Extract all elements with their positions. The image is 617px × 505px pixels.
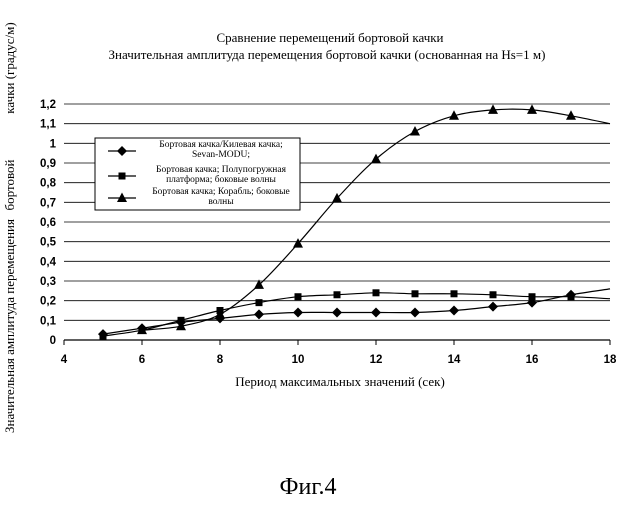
x-tick-label: 18: [604, 354, 617, 366]
series-2-point: [529, 293, 536, 300]
chart-title: Сравнение перемещений бортовой качки: [216, 30, 443, 45]
y-axis-label-part-second: качки (градус/м): [2, 22, 17, 113]
y-tick-label: 1,2: [40, 99, 56, 111]
series-1-point: [332, 307, 342, 317]
series-1-point: [293, 307, 303, 317]
series-2-point: [373, 289, 380, 296]
y-axis-label-part-lower: Значительная амплитуда перемещения: [2, 219, 17, 433]
y-tick-label: 0,1: [40, 315, 57, 327]
series-3-point: [410, 126, 420, 136]
legend-label-line: Бортовая качка; Корабль; боковые: [152, 186, 290, 197]
figure-caption: Фиг.4: [280, 474, 337, 500]
y-tick-label: 1,1: [40, 119, 57, 131]
series-2-point: [568, 293, 575, 300]
x-tick-label: 14: [448, 354, 461, 366]
series-2-point: [334, 291, 341, 298]
series-2-point: [490, 291, 497, 298]
series-2-point: [451, 290, 458, 297]
y-tick-label: 1: [50, 138, 57, 150]
y-tick-label: 0,4: [40, 256, 57, 268]
series-2: [100, 289, 611, 339]
series-1-point: [449, 306, 459, 316]
series-1-point: [371, 307, 381, 317]
y-tick-label: 0,6: [40, 217, 56, 229]
x-tick-label: 4: [61, 354, 68, 366]
legend-label-line: Sevan-MODU;: [192, 150, 250, 160]
y-tick-label: 0,2: [40, 296, 56, 308]
legend-label-line: Бортовая качка; Полупогружная: [156, 165, 287, 175]
y-axis-label: бортовой качки (градус/м) Значительная а…: [2, 22, 17, 433]
x-tick-label: 6: [139, 354, 145, 366]
series-1-point: [488, 302, 498, 312]
x-tick-label: 16: [526, 354, 539, 366]
legend: Бортовая качка/Килевая качка;Sevan-MODU;…: [95, 138, 300, 210]
x-tick-label: 10: [292, 354, 305, 366]
series-2-point: [256, 299, 263, 306]
legend-label-line: Бортовая качка/Килевая качка;: [159, 140, 282, 150]
y-tick-label: 0,8: [40, 178, 57, 190]
series-1-point: [254, 309, 264, 319]
series-3-point: [371, 154, 381, 164]
series-2-point: [100, 333, 107, 340]
y-tick-label: 0,9: [40, 158, 56, 170]
series-2-point: [412, 290, 419, 297]
legend-label-line: платформа; боковые волны: [166, 174, 276, 185]
y-axis-label-part-first: бортовой: [2, 159, 17, 210]
y-tick-label: 0,3: [40, 276, 56, 288]
series-1-point: [410, 307, 420, 317]
chart-subtitle: Значительная амплитуда перемещения борто…: [109, 47, 546, 62]
y-tick-label: 0: [50, 335, 56, 347]
plot-area: 0 0,1 0,2 0,3 0,4 0,5 0,6 0,7 0,8 0,9 1 1,1 1,2 4 6 8 10…: [40, 99, 617, 366]
series-2-point: [295, 293, 302, 300]
legend-label-line: волны: [208, 197, 234, 207]
x-tick-label: 8: [217, 354, 224, 366]
y-tick-label: 0,7: [40, 197, 56, 209]
legend-label-2: Бортовая качка; Полупогружнаяплатформа; …: [156, 165, 287, 185]
x-tick-label: 12: [370, 354, 383, 366]
x-axis-label: Период максимальных значений (сек): [235, 374, 445, 389]
y-tick-label: 0,5: [40, 237, 57, 249]
legend-marker-2: [119, 173, 126, 180]
